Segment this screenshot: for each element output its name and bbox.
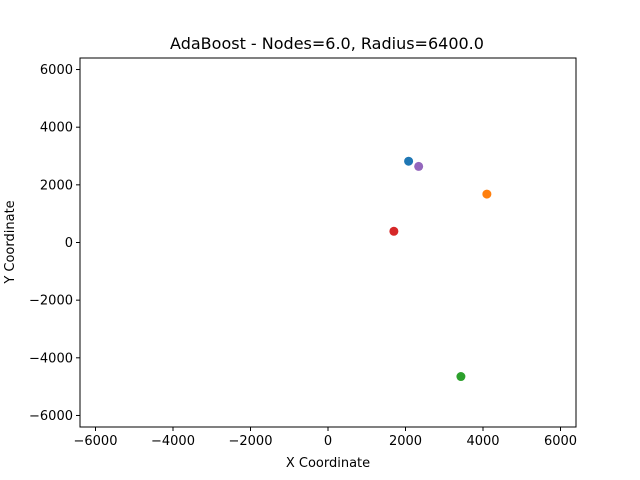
- y-tick-label: 0: [65, 236, 73, 251]
- y-tick-label: −2000: [29, 294, 73, 309]
- x-tick-label: 6000: [544, 434, 577, 449]
- y-tick-label: 4000: [40, 121, 73, 136]
- chart-title: AdaBoost - Nodes=6.0, Radius=6400.0: [170, 34, 484, 53]
- y-axis-label: Y Coordinate: [3, 200, 18, 284]
- x-tick-label: −6000: [74, 434, 118, 449]
- y-axis: −6000 −4000 −2000 0 2000 4000 6000: [29, 63, 80, 424]
- x-axis-label: X Coordinate: [286, 456, 370, 471]
- y-tick-label: −4000: [29, 351, 73, 366]
- plot-frame: [79, 57, 577, 428]
- x-tick-label: 2000: [389, 434, 422, 449]
- data-point-2: [482, 189, 492, 199]
- x-tick-label: −4000: [151, 434, 195, 449]
- x-tick-label: −2000: [229, 434, 273, 449]
- data-point-4: [389, 226, 399, 236]
- y-tick-label: 2000: [40, 178, 73, 193]
- data-point-1: [404, 156, 414, 166]
- points-layer: [389, 156, 492, 382]
- y-tick-label: −6000: [29, 409, 73, 424]
- plot-area: [80, 58, 576, 427]
- data-point-3: [456, 372, 466, 382]
- x-tick-label: 0: [324, 434, 332, 449]
- x-tick-label: 4000: [466, 434, 499, 449]
- y-tick-label: 6000: [40, 63, 73, 78]
- x-axis: −6000 −4000 −2000 0 2000 4000 6000: [74, 427, 577, 449]
- data-point-5: [414, 161, 424, 171]
